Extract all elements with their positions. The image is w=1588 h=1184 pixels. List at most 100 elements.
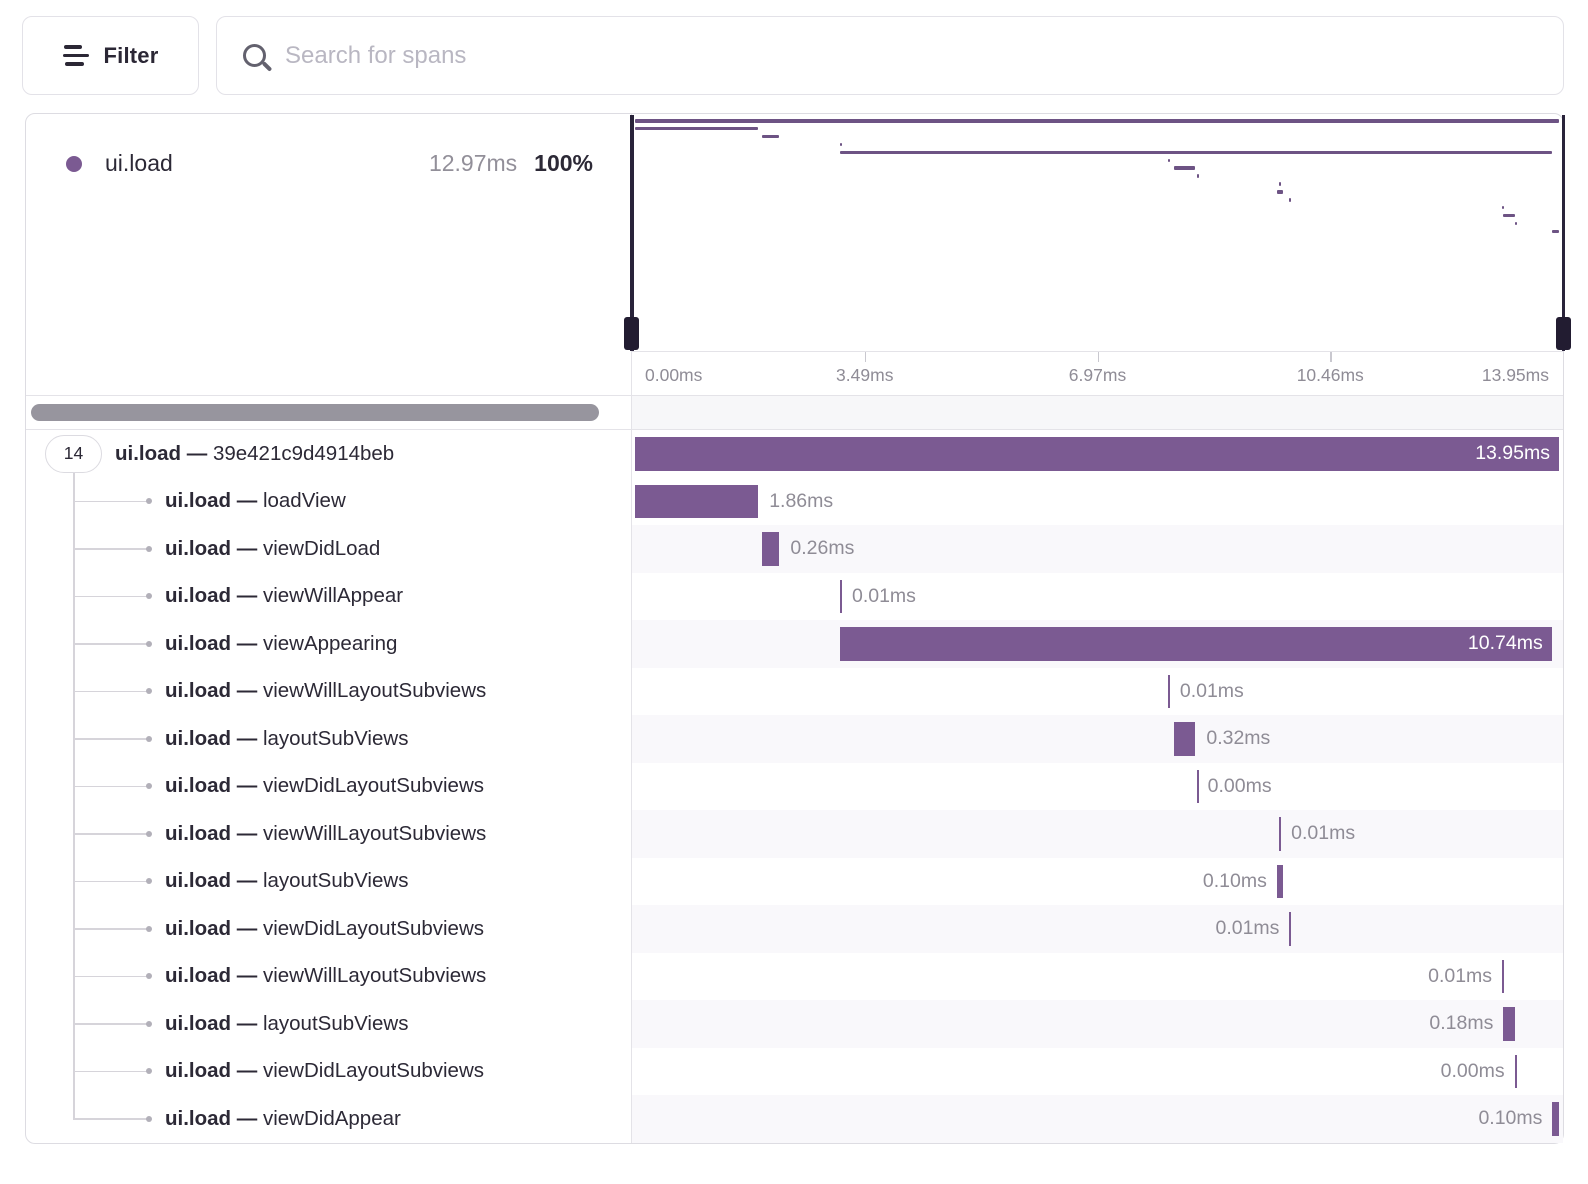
span-timeline-cell[interactable]: 0.32ms [632,715,1563,763]
span-timeline-cell[interactable]: 0.10ms [632,858,1563,906]
axis-label-3: 10.46ms [1296,365,1364,385]
span-tree-cell[interactable]: ui.load — viewAppearing [26,620,632,668]
axis-tick [1097,352,1099,362]
tree-scrollbar-thumb[interactable] [31,404,599,421]
span-timeline-cell[interactable]: 0.01ms [632,573,1563,621]
tree-connector [73,690,149,692]
span-bar[interactable] [762,532,780,566]
span-timeline-cell[interactable]: 10.74ms [632,620,1563,668]
span-row[interactable]: ui.load — loadView 1.86ms [26,477,1563,526]
tree-connector-dot [146,1020,152,1027]
tree-connector [73,1023,149,1025]
tree-connector-dot [146,973,152,980]
span-tree-cell[interactable]: ui.load — layoutSubViews [26,857,632,905]
span-bar[interactable] [1174,722,1196,756]
span-row[interactable]: ui.load — viewWillLayoutSubviews 0.01ms [26,667,1563,716]
span-bar[interactable] [1196,769,1199,803]
span-timeline-cell[interactable]: 0.26ms [632,525,1563,573]
search-input[interactable] [285,41,1543,70]
minimap-right-handle[interactable] [1556,317,1571,350]
span-tree-cell[interactable]: ui.load — viewDidLoad [26,525,632,573]
span-row[interactable]: ui.load — layoutSubViews 0.32ms [26,715,1563,763]
span-timeline-cell[interactable]: 0.00ms [632,1048,1563,1096]
span-row[interactable]: ui.load — viewDidLoad 0.26ms [26,525,1563,573]
tree-connector-dot [146,688,152,695]
span-timeline-cell[interactable]: 0.18ms [632,1000,1563,1048]
tree-scrollbar-track[interactable] [26,396,632,429]
span-label: ui.load — layoutSubViews [165,1011,409,1035]
minimap-right-edge[interactable] [1561,115,1565,351]
span-bar[interactable] [1552,1102,1559,1136]
span-row[interactable]: ui.load — viewDidLayoutSubviews 0.00ms [26,762,1563,811]
span-label: ui.load — viewDidAppear [165,1106,401,1130]
span-tree-cell[interactable]: ui.load — layoutSubViews [26,1000,632,1048]
span-bar[interactable] [1168,674,1171,708]
axis-label-1: 3.49ms [836,365,894,385]
span-tree-cell[interactable]: ui.load — viewWillLayoutSubviews [26,952,632,1000]
span-tree-cell[interactable]: ui.load — loadView [26,477,632,525]
span-row[interactable]: ui.load — layoutSubViews 0.18ms [26,1000,1563,1048]
op-name: ui.load [105,150,173,176]
span-row[interactable]: ui.load — viewDidLayoutSubviews 0.00ms [26,1047,1563,1096]
span-bar[interactable] [1289,912,1292,946]
span-bar-canvas: 0.01ms [635,810,1559,858]
span-timeline-cell[interactable]: 0.10ms [632,1095,1563,1143]
tree-connector-dot [146,545,152,552]
span-timeline-cell[interactable]: 0.01ms [632,905,1563,953]
span-duration-label: 0.01ms [1215,917,1280,939]
op-summary-row[interactable]: ui.load 12.97ms 100% [26,150,631,177]
span-row[interactable]: ui.load — viewAppearing 10.74ms [26,620,1563,668]
tree-connector-dot [146,925,152,932]
span-tree-cell[interactable]: ui.load — viewDidAppear [26,1095,632,1143]
span-search-box[interactable] [216,16,1564,95]
span-timeline-cell[interactable]: 0.01ms [632,810,1563,858]
span-tree-cell[interactable]: ui.load — viewDidLayoutSubviews [26,762,632,810]
span-tree-cell[interactable]: ui.load — viewWillAppear [26,572,632,620]
tree-connector-dot [146,783,152,790]
span-label: ui.load — viewWillLayoutSubviews [165,964,487,988]
span-row[interactable]: ui.load — viewWillLayoutSubviews 0.01ms [26,810,1563,858]
minimap-left-handle[interactable] [624,317,639,350]
minimap-span-mark [1196,174,1199,178]
span-bar[interactable] [1502,959,1505,993]
span-timeline-cell[interactable]: 1.86ms [632,478,1563,526]
span-row[interactable]: ui.load — viewWillLayoutSubviews 0.01ms [26,952,1563,1001]
span-row[interactable]: ui.load — viewDidAppear 0.10ms [26,1095,1563,1143]
span-timeline-cell[interactable]: 0.01ms [632,953,1563,1001]
op-duration: 12.97ms [428,150,518,176]
span-tree-cell[interactable]: ui.load — viewWillLayoutSubviews [26,667,632,715]
trace-minimap[interactable] [624,114,1571,351]
tree-connector [73,880,149,882]
span-row[interactable]: ui.load — layoutSubViews 0.10ms [26,857,1563,906]
ops-breakdown: ui.load 12.97ms 100% [26,114,632,395]
minimap-span-mark [1502,205,1505,210]
span-timeline-cell[interactable]: 13.95ms [632,430,1563,478]
span-tree-cell[interactable]: ui.load — viewDidLayoutSubviews [26,1047,632,1095]
minimap-span-mark [1168,158,1171,162]
span-tree-cell[interactable]: ui.load — viewWillLayoutSubviews [26,810,632,858]
span-label: ui.load — loadView [165,489,346,513]
span-bar[interactable] [1279,817,1282,851]
span-bar[interactable] [840,579,843,613]
span-bar[interactable]: 10.74ms [840,627,1552,661]
span-bar[interactable]: 13.95ms [635,437,1559,471]
span-row[interactable]: ui.load — viewDidLayoutSubviews 0.01ms [26,905,1563,953]
axis-label-2: 6.97ms [1068,365,1127,385]
span-timeline-cell[interactable]: 0.01ms [632,668,1563,716]
span-row[interactable]: ui.load — viewWillAppear 0.01ms [26,572,1563,621]
span-bar[interactable] [1276,864,1284,898]
span-timeline-cell[interactable]: 0.00ms [632,763,1563,811]
span-duration-label: 0.18ms [1429,1012,1494,1034]
span-row[interactable]: 14 ui.load — 39e421c9d4914beb 13.95ms [26,430,1563,478]
span-duration-label: 0.01ms [1428,964,1493,987]
span-bar[interactable] [635,484,759,518]
span-duration-label: 0.26ms [790,537,855,559]
filter-button[interactable]: Filter [22,16,199,95]
span-bar[interactable] [1514,1054,1517,1088]
span-tree-cell[interactable]: ui.load — layoutSubViews [26,715,632,763]
span-tree-cell[interactable]: ui.load — viewDidLayoutSubviews [26,905,632,953]
span-bar[interactable] [1503,1007,1516,1041]
span-tree-cell[interactable]: 14 ui.load — 39e421c9d4914beb [26,430,632,478]
minimap-left-edge[interactable] [630,115,634,351]
child-count-badge[interactable]: 14 [45,434,102,473]
